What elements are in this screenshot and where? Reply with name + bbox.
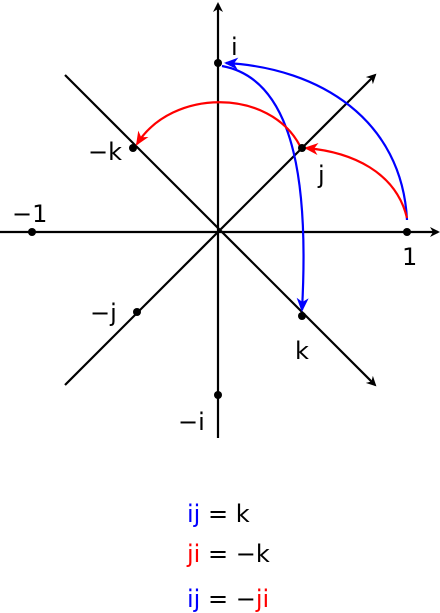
point-label: −i bbox=[178, 408, 205, 436]
point-label: k bbox=[295, 337, 309, 365]
equation: ij = −ji bbox=[187, 585, 269, 613]
point bbox=[298, 144, 306, 152]
equation-part: = −k bbox=[200, 540, 269, 568]
point bbox=[133, 308, 141, 316]
arc-1-to-j bbox=[304, 143, 409, 219]
k-axis bbox=[64, 74, 377, 387]
point bbox=[214, 391, 222, 399]
equation-part: ij bbox=[187, 585, 200, 613]
arc-1-to-i bbox=[224, 57, 409, 221]
point bbox=[129, 144, 137, 152]
arc-i-to-k bbox=[221, 64, 309, 312]
point-label: j bbox=[317, 161, 325, 189]
point-labels: 1 −1 i −i j −j k −k bbox=[12, 33, 417, 436]
axes bbox=[0, 2, 440, 438]
point-label: −1 bbox=[12, 200, 47, 228]
equation-part: = − bbox=[200, 585, 255, 613]
arcs bbox=[135, 57, 409, 312]
equation-part: ji bbox=[186, 540, 200, 568]
equation: ji = −k bbox=[186, 540, 270, 568]
point-label: 1 bbox=[402, 243, 417, 271]
equations: ij = kji = −kij = −ji bbox=[186, 500, 270, 613]
equation-part: ij bbox=[187, 500, 200, 528]
point bbox=[298, 312, 306, 320]
points bbox=[28, 59, 411, 399]
equation-part: ji bbox=[255, 585, 269, 613]
point-label: −k bbox=[88, 138, 122, 166]
equation: ij = k bbox=[187, 500, 250, 528]
point-label: i bbox=[231, 33, 238, 61]
equation-part: = k bbox=[200, 500, 249, 528]
arc-j-to-minus-k bbox=[135, 101, 301, 147]
point bbox=[403, 228, 411, 236]
point bbox=[214, 59, 222, 67]
point-label: −j bbox=[90, 299, 117, 327]
point bbox=[28, 228, 36, 236]
